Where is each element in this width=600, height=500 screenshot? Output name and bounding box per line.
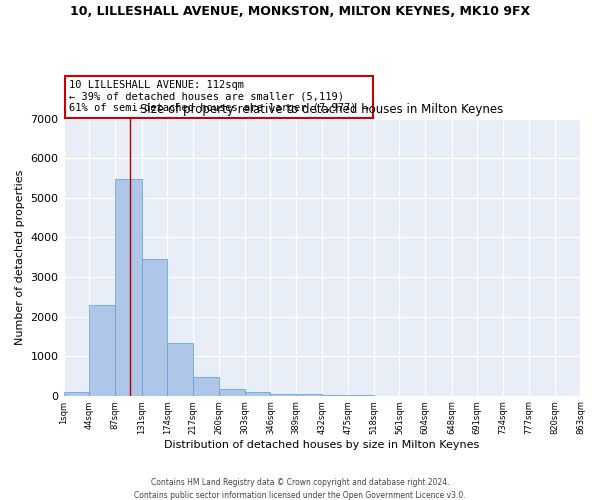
Bar — [271, 394, 296, 396]
Bar — [115, 179, 142, 396]
X-axis label: Distribution of detached houses by size in Milton Keynes: Distribution of detached houses by size … — [164, 440, 479, 450]
Bar — [64, 392, 89, 396]
Text: 10 LILLESHALL AVENUE: 112sqm
← 39% of detached houses are smaller (5,119)
61% of: 10 LILLESHALL AVENUE: 112sqm ← 39% of de… — [69, 80, 369, 114]
Bar — [193, 377, 219, 396]
Bar — [296, 394, 322, 396]
Bar — [89, 306, 115, 396]
Bar — [245, 392, 271, 396]
Y-axis label: Number of detached properties: Number of detached properties — [15, 170, 25, 345]
Bar — [167, 344, 193, 396]
Title: Size of property relative to detached houses in Milton Keynes: Size of property relative to detached ho… — [140, 104, 503, 117]
Bar — [219, 390, 245, 396]
Bar — [142, 259, 167, 396]
Text: 10, LILLESHALL AVENUE, MONKSTON, MILTON KEYNES, MK10 9FX: 10, LILLESHALL AVENUE, MONKSTON, MILTON … — [70, 5, 530, 18]
Text: Contains HM Land Registry data © Crown copyright and database right 2024.
Contai: Contains HM Land Registry data © Crown c… — [134, 478, 466, 500]
